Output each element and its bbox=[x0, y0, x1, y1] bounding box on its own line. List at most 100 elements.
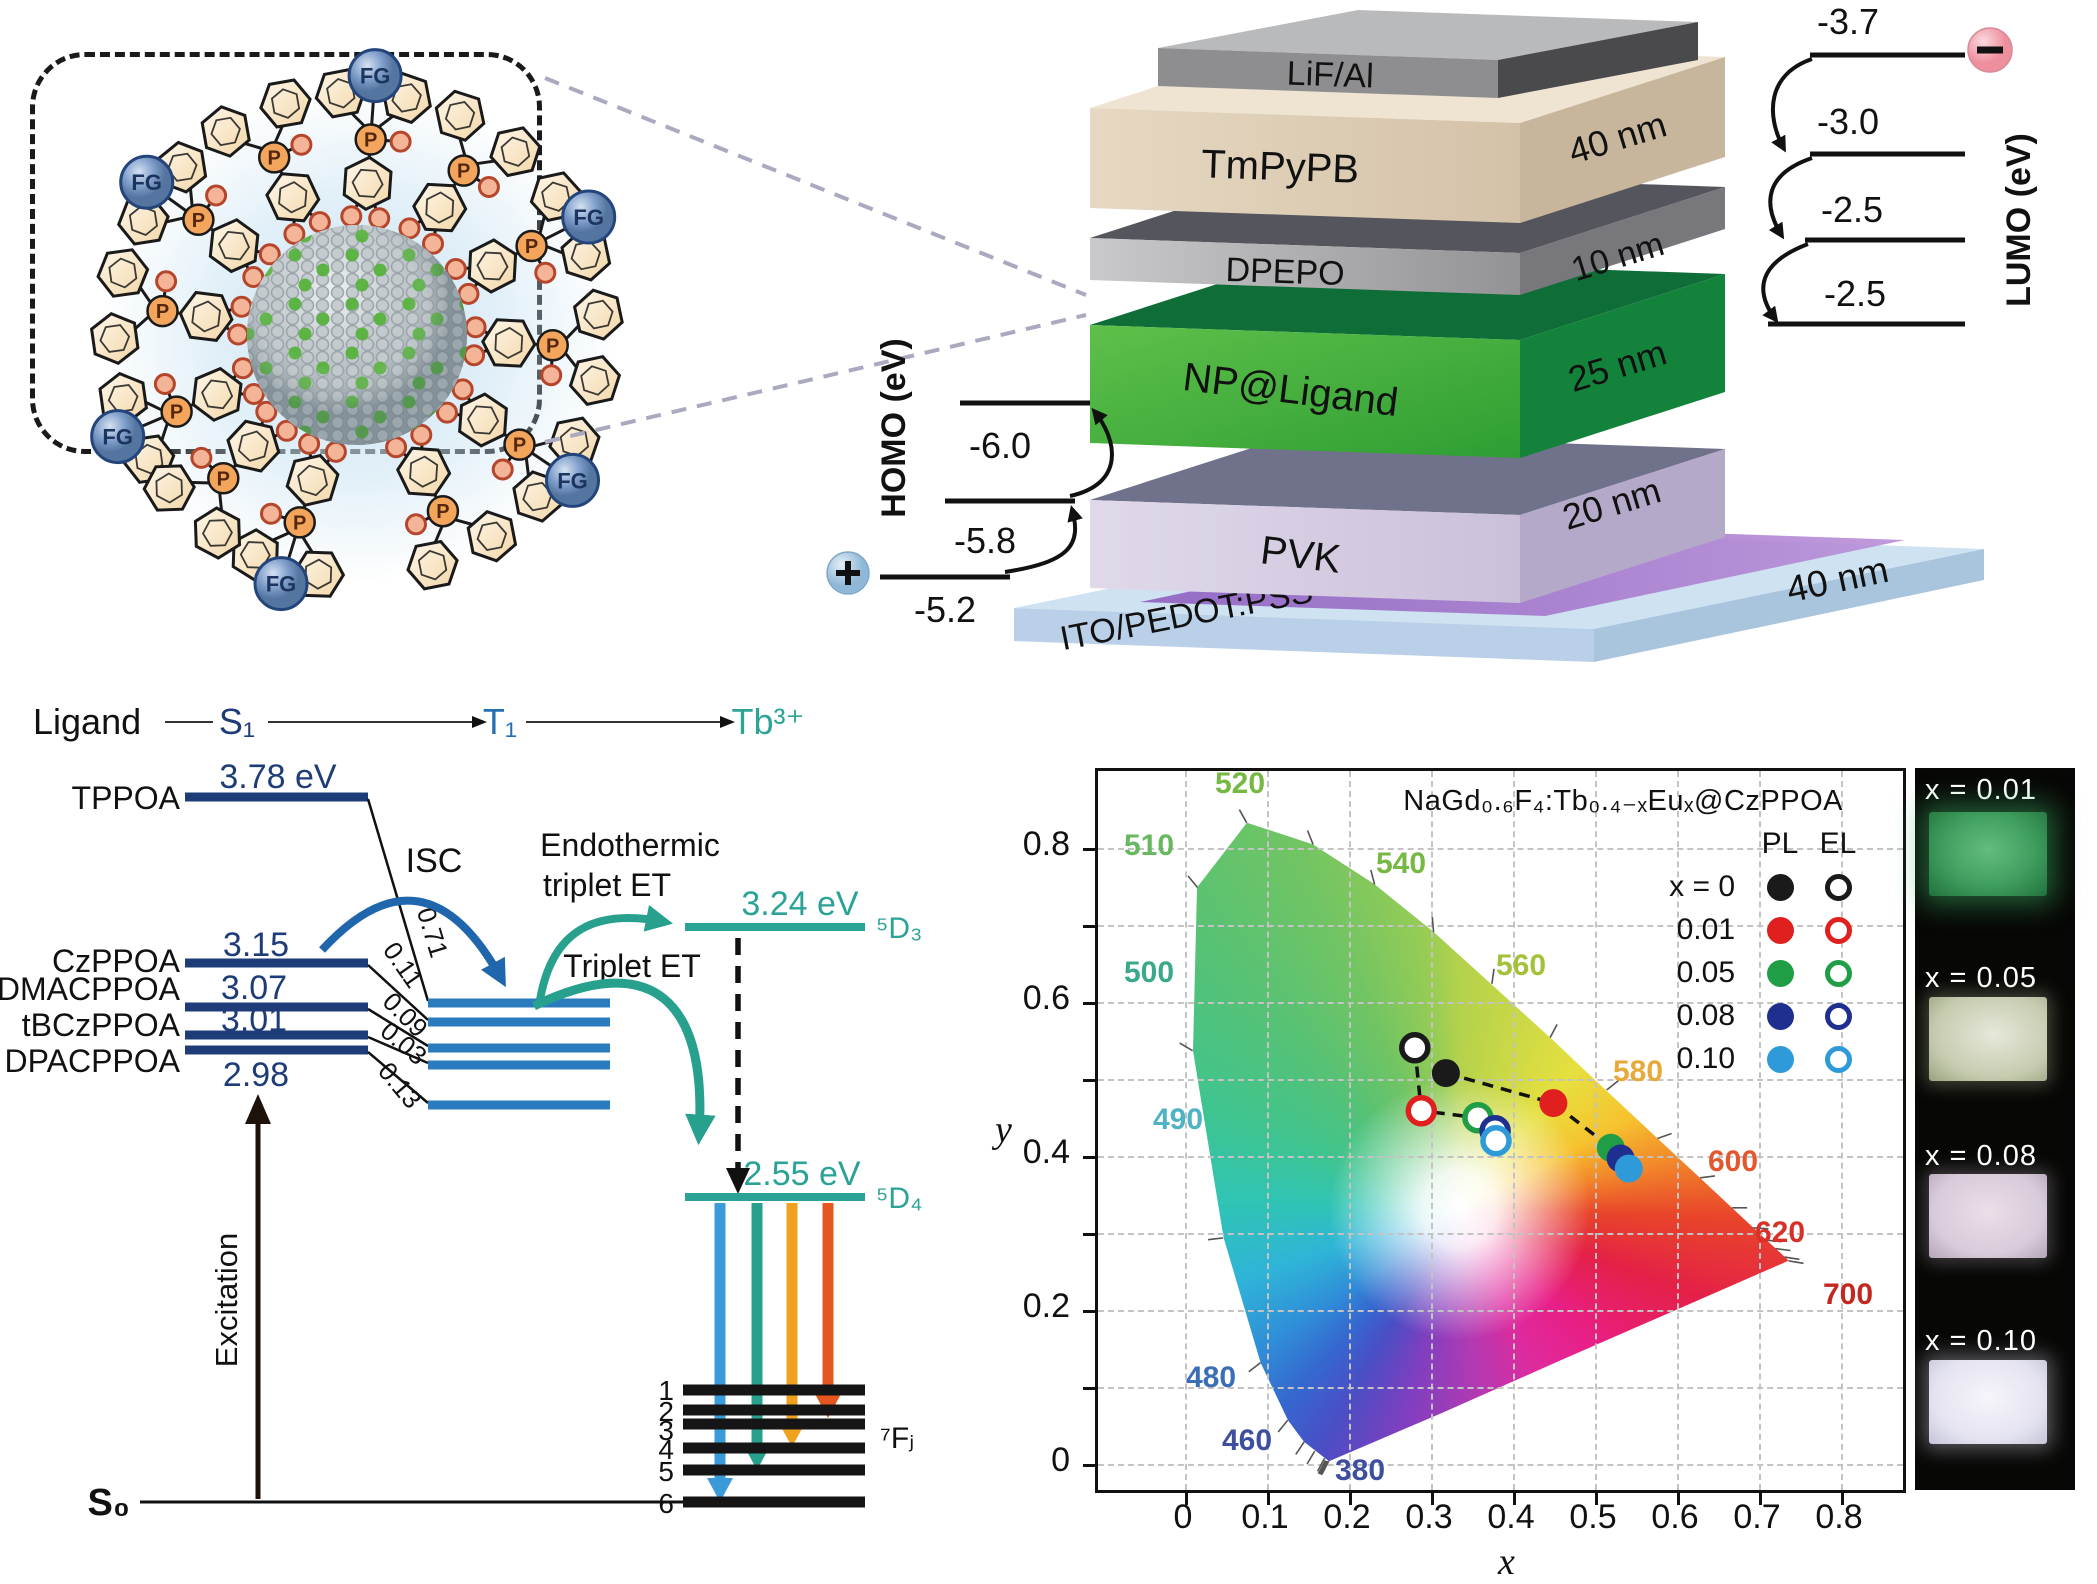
lumo-level-1: -3.0 bbox=[1817, 101, 1879, 142]
legend-el-header: EL bbox=[1820, 827, 1857, 861]
gap-tppoa: 0.71 bbox=[411, 904, 454, 961]
legend-pl-dot-4 bbox=[1767, 1046, 1794, 1073]
legend-el-dot-0 bbox=[1825, 874, 1852, 901]
wavelength-label-700: 700 bbox=[1818, 1278, 1878, 1312]
device-photo-x001 bbox=[1929, 812, 2047, 896]
legend-pl-dot-1 bbox=[1767, 917, 1794, 944]
wavelength-label-490: 490 bbox=[1148, 1103, 1208, 1137]
oxygen-dot bbox=[493, 460, 512, 479]
layer-tmpypb-thickness: 40 nm bbox=[1563, 103, 1671, 171]
endothermic-label-1: Endothermic bbox=[540, 827, 720, 863]
spectral-locus-tick bbox=[1188, 876, 1198, 888]
ligand-tppoa: TPPOA bbox=[72, 780, 181, 816]
header-t1: T₁ bbox=[483, 701, 517, 742]
legend-pl-dot-2 bbox=[1767, 960, 1794, 987]
f-level-6: 6 bbox=[658, 1488, 674, 1519]
f-level-5: 5 bbox=[658, 1456, 674, 1487]
endothermic-label-2: triplet ET bbox=[543, 867, 671, 903]
cie-point-el-0 bbox=[1402, 1035, 1428, 1061]
cie-y-tick bbox=[1083, 1387, 1096, 1390]
cie-point-pl-0 bbox=[1432, 1059, 1460, 1087]
czppoa-energy: 3.15 bbox=[223, 926, 289, 964]
cie-x-tick bbox=[1267, 1492, 1270, 1505]
d4-term: ⁵D₄ bbox=[876, 1182, 922, 1215]
cie-x-tick bbox=[1841, 1492, 1844, 1505]
cie-x-tick-label: 0 bbox=[1143, 1498, 1223, 1537]
layer-np-thickness: 25 nm bbox=[1563, 331, 1671, 399]
layer-dpepo: DPEPO 10 nm bbox=[1090, 172, 1725, 295]
zoom-connector-top bbox=[545, 78, 1086, 295]
wavelength-label-480: 480 bbox=[1181, 1361, 1241, 1395]
dmacppoa-energy: 3.07 bbox=[221, 969, 287, 1007]
lumo-ladder: LUMO (eV) -3.7 -3.0 -2.5 -2.5 bbox=[1763, 1, 2038, 324]
cie-legend: PL EL x = 0 0.01 0.05 0.08 0.10 bbox=[1669, 827, 1867, 1076]
cie-x-tick bbox=[1595, 1492, 1598, 1505]
phosphorus-dot bbox=[208, 463, 238, 493]
cie-point-pl-1 bbox=[1539, 1089, 1567, 1117]
phosphorus-label: P bbox=[217, 468, 230, 490]
legend-pl-header: PL bbox=[1762, 827, 1799, 861]
wavelength-label-510: 510 bbox=[1119, 829, 1179, 863]
device-photo-x005 bbox=[1929, 997, 2047, 1081]
cie-x-tick bbox=[1513, 1492, 1516, 1505]
cie-point-pl-4 bbox=[1615, 1155, 1643, 1183]
wavelength-label-540: 540 bbox=[1371, 847, 1431, 881]
header-ligand: Ligand bbox=[33, 701, 141, 742]
homo-ladder: HOMO (eV) -6.0 -5.8 -5.2 bbox=[827, 338, 1112, 630]
legend-el-dot-3 bbox=[1825, 1003, 1852, 1030]
layer-ito: ITO/PEDOT:PSS 40 nm bbox=[1014, 526, 1984, 662]
legend-row-label: 0.10 bbox=[1677, 1042, 1751, 1076]
d4-energy: 2.55 eV bbox=[743, 1155, 861, 1193]
homo-level-2: -5.2 bbox=[914, 589, 976, 630]
triplet-et-label: Triplet ET bbox=[563, 948, 701, 984]
cie-x-tick-label: 0.8 bbox=[1799, 1498, 1879, 1537]
lumo-level-2: -2.5 bbox=[1821, 189, 1883, 230]
layer-pvk-thickness: 20 nm bbox=[1558, 469, 1666, 537]
lumo-level-0: -3.7 bbox=[1817, 1, 1879, 42]
legend-row-label: x = 0 bbox=[1669, 870, 1751, 904]
excitation-label: Excitation bbox=[209, 1233, 244, 1367]
legend-el-dot-1 bbox=[1825, 917, 1852, 944]
photo-label: x = 0.10 bbox=[1925, 1325, 2037, 1358]
cie-x-tick-label: 0.5 bbox=[1553, 1498, 1633, 1537]
functional-group-circle bbox=[563, 191, 615, 243]
lumo-level-3: -2.5 bbox=[1824, 273, 1886, 314]
cie-panel: NaGd₀.₆F₄:Tb₀.₄₋ₓEuₓ@CzPPOA PL EL x = 0 … bbox=[1095, 768, 1906, 1493]
wavelength-label-460: 460 bbox=[1217, 1424, 1277, 1458]
layer-lif-label: LiF/Al bbox=[1286, 54, 1374, 95]
spectral-locus-tick bbox=[1308, 831, 1314, 845]
cie-point-el-4 bbox=[1483, 1128, 1509, 1154]
d3-term: ⁵D₃ bbox=[876, 912, 922, 945]
cie-x-tick bbox=[1431, 1492, 1434, 1505]
functional-group-circle bbox=[547, 454, 599, 506]
photo-label: x = 0.01 bbox=[1925, 774, 2037, 807]
device-photos-panel: x = 0.01 x = 0.05 x = 0.08 x = 0.10 bbox=[1915, 768, 2075, 1490]
isc-label: ISC bbox=[406, 842, 463, 880]
cie-y-tick bbox=[1083, 1233, 1096, 1236]
gap-czppoa: 0.11 bbox=[377, 936, 430, 993]
layer-tmpypb: TmPyPB 40 nm bbox=[1090, 42, 1725, 223]
cie-x-tick-label: 0.2 bbox=[1307, 1498, 1387, 1537]
f-level-3: 3 bbox=[658, 1415, 674, 1446]
legend-row-label: 0.05 bbox=[1677, 956, 1751, 990]
device-photo-x008 bbox=[1929, 1174, 2047, 1258]
wavelength-label-520: 520 bbox=[1210, 767, 1270, 801]
homo-level-0: -6.0 bbox=[969, 425, 1031, 466]
ligand-dmacppoa: DMACPPOA bbox=[0, 971, 181, 1007]
header-s1: S₁ bbox=[219, 701, 255, 742]
spectral-locus-tick bbox=[1658, 1134, 1672, 1139]
tbczppoa-energy: 3.01 bbox=[221, 1001, 287, 1039]
gap-tbczppoa: 0.03 bbox=[375, 1015, 433, 1071]
spectral-locus-tick bbox=[1296, 1442, 1304, 1455]
oxygen-dot bbox=[407, 515, 426, 534]
phosphorus-label: P bbox=[293, 512, 306, 534]
electron-carrier-icon bbox=[1968, 28, 2012, 72]
layer-np-ligand: NP@Ligand 25 nm bbox=[1090, 259, 1725, 458]
ligand-czppoa: CzPPOA bbox=[52, 943, 181, 979]
spectral-locus-tick bbox=[1249, 1363, 1261, 1372]
cie-x-tick bbox=[1185, 1492, 1188, 1505]
cie-y-tick bbox=[1083, 1156, 1096, 1159]
cie-y-tick-label: 0.2 bbox=[1000, 1287, 1070, 1326]
cie-x-tick-label: 0.1 bbox=[1225, 1498, 1305, 1537]
